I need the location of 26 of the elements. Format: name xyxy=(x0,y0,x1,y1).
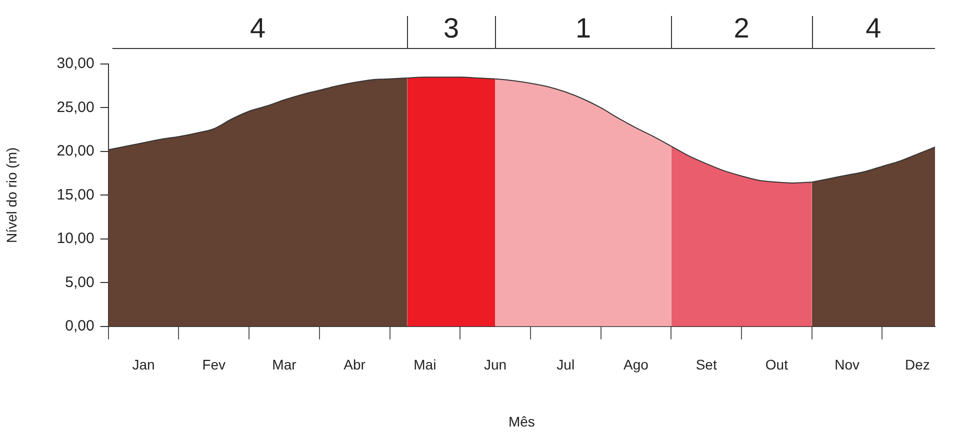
x-tick-label: Fev xyxy=(202,356,226,373)
y-tick-label: 15,00 xyxy=(56,186,94,204)
text: 4 xyxy=(250,12,266,44)
x-tick-label: Jan xyxy=(132,356,155,373)
x-axis-title: Mês xyxy=(508,413,535,430)
x-tick-label: Set xyxy=(696,356,717,373)
x-tick-label: Mai xyxy=(414,356,436,373)
x-tick-label: Out xyxy=(765,356,788,373)
text: 4 xyxy=(866,12,882,44)
y-tick-label: 0,00 xyxy=(65,318,94,335)
text: 1 xyxy=(575,12,592,44)
y-tick-label: 5,00 xyxy=(65,274,94,291)
y-axis-title: Nível do rio (m) xyxy=(3,147,20,244)
x-tick-label: Jun xyxy=(484,356,507,373)
x-tick-label: Abr xyxy=(344,356,366,373)
x-tick-label: Ago xyxy=(624,356,649,373)
y-tick-label: 25,00 xyxy=(56,98,94,116)
text: 2 xyxy=(734,12,750,44)
y-tick-label: 10,00 xyxy=(56,230,94,248)
x-tick-label: Jul xyxy=(556,356,575,373)
y-tick-label: 30,00 xyxy=(56,55,94,72)
x-tick-label: Dez xyxy=(904,356,930,373)
x-tick-label: Mar xyxy=(272,356,297,373)
text: 3 xyxy=(444,12,460,44)
y-tick-label: 20,00 xyxy=(56,142,94,160)
x-tick-label: Nov xyxy=(834,356,860,373)
